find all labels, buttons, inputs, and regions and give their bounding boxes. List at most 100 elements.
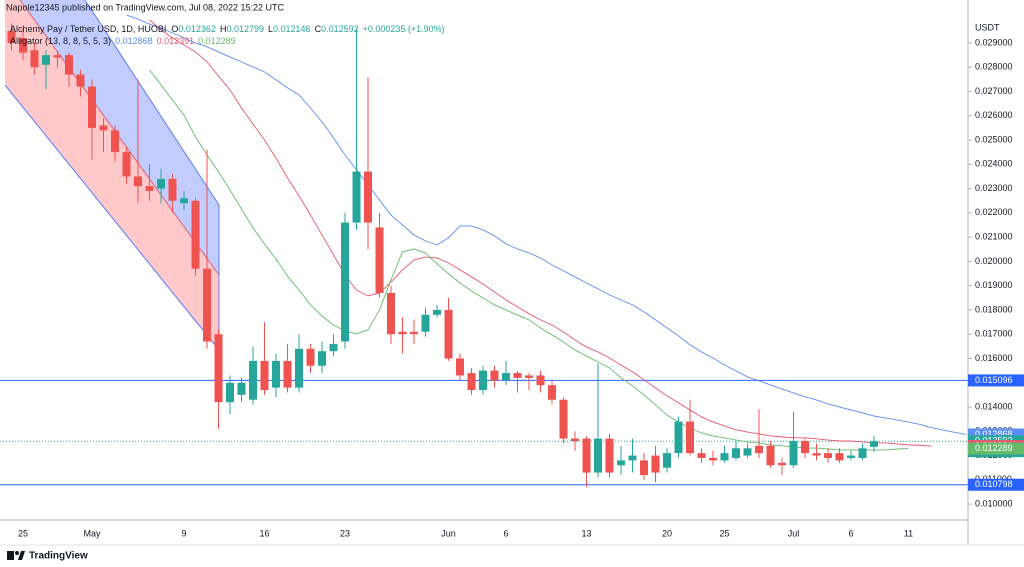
symbol-legend: Alchemy Pay / Tether USD, 1D, HUOBI O0.01… bbox=[10, 24, 445, 34]
y-tick-label: 0.010000 bbox=[975, 498, 1013, 508]
candle-body bbox=[559, 399, 568, 439]
currency: USDT bbox=[975, 22, 1000, 32]
candle-body bbox=[594, 438, 602, 473]
indicator-value: 0.012868 bbox=[115, 36, 153, 46]
ohlc-value: 0.012362 bbox=[178, 24, 216, 34]
candle-body bbox=[30, 50, 39, 68]
candle-body bbox=[490, 370, 499, 381]
candle-body bbox=[709, 457, 717, 461]
candle-body bbox=[214, 334, 223, 403]
x-tick-label: Jun bbox=[441, 528, 456, 538]
candle-body bbox=[835, 453, 844, 461]
x-tick-label: 6 bbox=[503, 528, 508, 538]
y-tick-label: 0.021000 bbox=[975, 231, 1013, 241]
candle-body bbox=[801, 440, 809, 454]
y-tick-label: 0.024000 bbox=[975, 159, 1013, 169]
candle-body bbox=[203, 268, 211, 342]
channel-line bbox=[19, 0, 220, 276]
x-tick-label: May bbox=[83, 528, 101, 538]
candle-body bbox=[536, 375, 545, 386]
candle-body bbox=[582, 438, 591, 473]
candle-body bbox=[375, 227, 384, 293]
x-tick-label: 25 bbox=[719, 528, 729, 538]
alligator-line bbox=[149, 69, 909, 451]
candle-body bbox=[226, 382, 234, 403]
candle-body bbox=[502, 373, 510, 381]
candle-body bbox=[260, 360, 269, 391]
y-tick-label: 0.023000 bbox=[975, 183, 1013, 193]
x-tick-label: 23 bbox=[340, 528, 350, 538]
candle-body bbox=[870, 441, 878, 447]
candle-body bbox=[766, 445, 775, 466]
candle-body bbox=[456, 358, 464, 376]
ohlc-value: 0.012146 bbox=[273, 24, 311, 34]
alligator-line bbox=[126, 14, 967, 435]
candle-body bbox=[180, 198, 188, 204]
candle-body bbox=[778, 462, 786, 466]
y-tick-label: 0.014000 bbox=[975, 401, 1013, 411]
ohlc-key: O bbox=[171, 24, 178, 34]
candle-body bbox=[467, 373, 476, 391]
candle-body bbox=[42, 55, 50, 65]
indicator: Alligator (13, 8, 8, 5, 5, 3) bbox=[10, 36, 111, 46]
candle-body bbox=[145, 186, 154, 192]
symbol: Alchemy Pay / Tether USD, 1D, HUOBI bbox=[10, 24, 166, 34]
candle-body bbox=[7, 30, 16, 43]
candle-body bbox=[628, 455, 637, 461]
y-tick-label: 0.018000 bbox=[975, 304, 1013, 314]
candle-body bbox=[76, 74, 85, 87]
candle-body bbox=[272, 360, 280, 388]
ohlc-value: 0.012592 bbox=[321, 24, 359, 34]
candle-body bbox=[479, 370, 487, 391]
candle-body bbox=[387, 292, 395, 335]
price-label-box bbox=[968, 374, 1024, 387]
candle-body bbox=[237, 382, 246, 395]
ohlc-key: H bbox=[220, 24, 227, 34]
candle-body bbox=[134, 176, 142, 187]
logo-part bbox=[7, 551, 14, 560]
candle-body bbox=[812, 453, 821, 456]
candle-body bbox=[605, 438, 614, 473]
candle-body bbox=[352, 171, 361, 223]
candle-body bbox=[824, 453, 832, 458]
candle-body bbox=[858, 448, 867, 458]
price-label: 0.012289 bbox=[975, 443, 1013, 453]
candle-body bbox=[88, 86, 96, 128]
candle-body bbox=[53, 55, 62, 58]
y-tick-label: 0.026000 bbox=[975, 110, 1013, 120]
price-label: 0.010798 bbox=[975, 479, 1013, 489]
channel-line bbox=[84, 0, 220, 206]
candle-body bbox=[191, 200, 200, 269]
candle-body bbox=[571, 438, 579, 441]
y-tick-label: 0.025000 bbox=[975, 134, 1013, 144]
candle-body bbox=[398, 331, 407, 335]
candle-body bbox=[421, 314, 430, 332]
candle-body bbox=[720, 453, 729, 461]
candle-body bbox=[697, 453, 706, 458]
candle-body bbox=[111, 130, 119, 153]
logo-part bbox=[18, 551, 25, 560]
candle-body bbox=[249, 360, 257, 400]
candle-body bbox=[157, 178, 165, 189]
candle-body bbox=[444, 309, 453, 359]
brand-logo bbox=[7, 551, 25, 560]
change: +0.000235 (+1.90%) bbox=[363, 24, 445, 34]
candle-body bbox=[525, 375, 533, 378]
ohlc-key: L bbox=[268, 24, 273, 34]
candle-body bbox=[651, 455, 660, 473]
candle-body bbox=[617, 460, 625, 466]
candle-body bbox=[318, 351, 326, 366]
x-tick-label: 25 bbox=[18, 528, 28, 538]
price-label: 0.015096 bbox=[975, 375, 1013, 385]
candle-body bbox=[743, 448, 752, 456]
candle-body bbox=[122, 152, 131, 177]
axes: 0.0100000.0110000.0120000.0130000.014000… bbox=[18, 37, 1024, 538]
indicator-value: 0.012289 bbox=[198, 36, 236, 46]
candle-body bbox=[548, 385, 556, 400]
x-tick-label: 16 bbox=[259, 528, 269, 538]
candle-body bbox=[513, 373, 522, 378]
indicator-legend: Alligator (13, 8, 8, 5, 5, 3) 0.012868 0.0… bbox=[10, 36, 236, 46]
x-tick-label: 13 bbox=[581, 528, 591, 538]
candle-body bbox=[99, 125, 108, 131]
